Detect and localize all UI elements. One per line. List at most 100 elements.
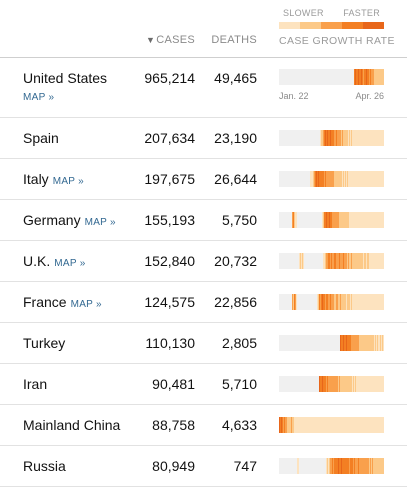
- table-row[interactable]: Mainland China 88,758 4,633: [0, 405, 407, 446]
- growth-rate-cell: [313, 458, 315, 474]
- cases-header-label: CASES: [156, 34, 195, 46]
- growth-rate-cell: [377, 294, 379, 310]
- growth-rate-cell: [327, 376, 329, 392]
- growth-rate-cell: [327, 130, 329, 146]
- growth-rate-cell: [291, 253, 293, 269]
- growth-rate-cell: [372, 335, 374, 351]
- growth-rate-cell: [380, 376, 382, 392]
- growth-rate-cell: [352, 253, 354, 269]
- growth-rate-cell: [352, 212, 354, 228]
- growth-rate-cell: [326, 335, 328, 351]
- growth-rate-cell: [375, 171, 377, 187]
- growth-rate-cell: [318, 458, 320, 474]
- growth-rate-cell: [291, 458, 293, 474]
- growth-rate-cell: [312, 458, 314, 474]
- growth-rate-cell: [376, 130, 378, 146]
- growth-rate-cell: [285, 253, 287, 269]
- growth-rate-cell: [318, 376, 320, 392]
- growth-rate-cell: [343, 458, 345, 474]
- table-row[interactable]: Turkey 110,130 2,805: [0, 323, 407, 364]
- growth-rate-cell: [370, 335, 372, 351]
- growth-rate-cell: [353, 212, 355, 228]
- growth-rate-cell: [314, 171, 316, 187]
- growth-rate-cell: [295, 376, 297, 392]
- growth-rate-cell: [309, 69, 311, 85]
- growth-rate-cell: [306, 212, 308, 228]
- growth-rate-cell: [335, 69, 337, 85]
- growth-rate-cell: [382, 171, 384, 187]
- growth-rate-cell: [328, 376, 330, 392]
- growth-rate-cell: [348, 69, 350, 85]
- growth-rate-cell: [359, 294, 361, 310]
- growth-rate-cell: [298, 335, 300, 351]
- growth-rate-cell: [331, 458, 333, 474]
- growth-rate-cell: [364, 294, 366, 310]
- growth-rate-cell: [357, 335, 359, 351]
- growth-rate-cell: [313, 212, 315, 228]
- growth-rate-cell: [322, 294, 325, 310]
- growth-rate-cell: [286, 69, 288, 85]
- growth-rate-cell: [334, 130, 336, 146]
- table-row[interactable]: Iran 90,481 5,710: [0, 364, 407, 405]
- growth-rate-cell: [319, 335, 321, 351]
- growth-rate-cell: [355, 130, 357, 146]
- map-link[interactable]: MAP »: [54, 258, 86, 269]
- growth-rate-cell: [336, 212, 338, 228]
- growth-rate-cell: [357, 212, 359, 228]
- growth-rate-cell: [279, 376, 281, 392]
- growth-rate-cell: [299, 253, 301, 269]
- growth-rate-cell: [376, 171, 378, 187]
- growth-rate-cell: [285, 69, 287, 85]
- map-link[interactable]: MAP »: [70, 299, 102, 310]
- growth-rate-cell: [332, 253, 334, 269]
- table-row[interactable]: France MAP » 124,575 22,856: [0, 282, 407, 323]
- map-link[interactable]: MAP »: [52, 176, 85, 187]
- table-row[interactable]: United States MAP » 965,214 49,465 Jan. 22 Ap…: [0, 58, 407, 118]
- cases-value: 155,193: [144, 212, 195, 228]
- growth-rate-cell: [310, 253, 312, 269]
- table-row[interactable]: Germany MAP » 155,193 5,750: [0, 200, 407, 241]
- growth-rate-cell: [303, 376, 305, 392]
- growth-rate-cell: [309, 212, 311, 228]
- growth-rate-cell: [326, 458, 328, 474]
- growth-rate-cell: [329, 171, 331, 187]
- growth-rate-cell: [287, 335, 289, 351]
- growth-rate-cell: [367, 294, 370, 310]
- growth-rate-cell: [358, 294, 360, 310]
- deaths-column-header[interactable]: DEATHS: [211, 34, 257, 46]
- table-row[interactable]: Spain 207,634 23,190: [0, 118, 407, 159]
- growth-rate-cell: [353, 458, 355, 474]
- growth-rate-cell: [341, 376, 343, 392]
- growth-rate-cell: [320, 294, 322, 310]
- growth-rate-cell: [355, 417, 357, 433]
- growth-rate-cell: [343, 376, 345, 392]
- table-row[interactable]: Italy MAP » 197,675 26,644: [0, 159, 407, 200]
- growth-rate-cell: [325, 458, 327, 474]
- growth-rate-cell: [320, 69, 322, 85]
- table-row[interactable]: U.K. MAP » 152,840 20,732: [0, 241, 407, 282]
- growth-rate-cell: [357, 130, 359, 146]
- table-row[interactable]: Russia 80,949 747: [0, 446, 407, 487]
- growth-rate-cell: [322, 212, 325, 228]
- map-link[interactable]: MAP »: [84, 217, 116, 228]
- growth-rate-cell: [288, 253, 290, 269]
- growth-rate-cell: [311, 458, 313, 474]
- growth-rate-cell: [355, 458, 357, 474]
- growth-rate-cell: [285, 130, 287, 146]
- growth-rate-cell: [286, 130, 288, 146]
- map-link[interactable]: MAP »: [23, 92, 55, 103]
- growth-rate-cell: [303, 212, 305, 228]
- growth-rate-cell: [280, 130, 282, 146]
- growth-rate-cell: [346, 335, 348, 351]
- growth-rate-cell: [303, 253, 305, 269]
- growth-rate-cell: [342, 376, 344, 392]
- growth-rate-cell: [353, 294, 355, 310]
- growth-rate-cell: [321, 212, 323, 228]
- cases-column-header[interactable]: ▼CASES: [146, 34, 195, 46]
- growth-rate-cell: [331, 335, 333, 351]
- growth-rate-cell: [377, 458, 379, 474]
- growth-rate-cell: [371, 130, 373, 146]
- growth-rate-cell: [344, 212, 346, 228]
- growth-rate-cell: [342, 417, 344, 433]
- growth-rate-cell: [369, 253, 371, 269]
